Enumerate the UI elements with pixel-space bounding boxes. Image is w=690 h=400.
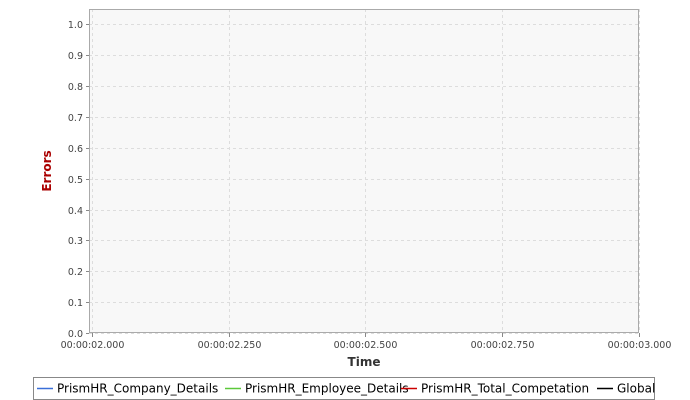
y-tick-label: 0.1	[68, 298, 83, 309]
legend-label: PrismHR_Total_Competation	[421, 382, 589, 396]
x-tick-label: 00:00:03.000	[608, 340, 672, 351]
y-tick-label: 0.8	[68, 82, 83, 93]
x-tick-label: 00:00:02.500	[334, 340, 398, 351]
y-tick-label: 0.3	[68, 236, 83, 247]
x-axis: 00:00:02.000 00:00:02.250 00:00:02.500 00:0…	[61, 333, 672, 351]
legend-label: PrismHR_Company_Details	[57, 382, 218, 396]
plot-area	[89, 9, 639, 333]
legend-label: PrismHR_Employee_Details	[245, 382, 409, 396]
y-tick-label: 0.9	[68, 51, 83, 62]
x-tick-label: 00:00:02.750	[471, 340, 535, 351]
grid-lines	[89, 9, 640, 334]
y-tick-label: 0.4	[68, 206, 83, 217]
y-tick-label: 0.6	[68, 144, 83, 155]
y-tick-label: 0.5	[68, 175, 83, 186]
x-tick-label: 00:00:02.250	[198, 340, 262, 351]
y-tick-label: 0.2	[68, 267, 83, 278]
x-axis-title: Time	[348, 355, 381, 369]
legend-label: Global	[617, 382, 655, 396]
plot-frame	[89, 9, 639, 333]
y-tick-label: 1.0	[68, 20, 83, 31]
legend: PrismHR_Company_Details PrismHR_Employee_…	[33, 377, 655, 400]
y-axis-title: Errors	[40, 150, 54, 191]
y-axis: 0.0 0.1 0.2 0.3 0.4 0.5 0.6 0.7 0.8 0.9 1.0	[68, 20, 89, 340]
y-tick-label: 0.7	[68, 113, 83, 124]
y-tick-label: 0.0	[68, 329, 83, 340]
x-tick-label: 00:00:02.000	[61, 340, 125, 351]
